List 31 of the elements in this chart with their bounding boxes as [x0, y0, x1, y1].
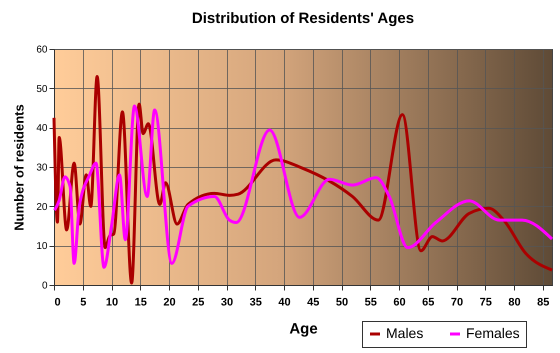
legend-label: Males — [386, 325, 424, 341]
y-tick-label: 30 — [36, 162, 48, 174]
y-tick-label: 20 — [36, 202, 48, 213]
y-tick-label: 10 — [36, 241, 48, 252]
x-tick-label: 0 — [54, 296, 61, 308]
y-axis-title: Number of residents — [11, 104, 26, 231]
y-tick-label: 50 — [36, 84, 48, 95]
x-tick-label: 35 — [250, 296, 262, 308]
x-tick-label: 45 — [307, 296, 320, 308]
x-axis-title: Age — [289, 320, 318, 338]
y-tick-label: 0 — [42, 280, 48, 292]
x-tick-label: 60 — [393, 296, 406, 308]
x-tick-label: 50 — [336, 296, 348, 308]
x-tick-label: 40 — [278, 296, 291, 308]
chart-title: Distribution of Residents' Ages — [192, 10, 414, 27]
x-tick-label: 20 — [163, 296, 176, 308]
x-tick-label: 80 — [508, 296, 521, 308]
x-tick-label: 85 — [537, 296, 550, 308]
x-tick-label: 15 — [134, 296, 147, 308]
x-tick-label: 55 — [364, 296, 377, 308]
x-tick-label: 75 — [480, 296, 492, 308]
x-tick-label: 5 — [80, 296, 86, 308]
y-tick-label: 60 — [36, 44, 48, 56]
legend-label: Females — [466, 325, 520, 341]
y-tick-label: 40 — [36, 123, 48, 134]
x-tick-label: 70 — [450, 296, 464, 308]
x-tick-label: 25 — [192, 296, 204, 308]
line-series — [53, 104, 554, 269]
x-tick-label: 10 — [106, 296, 118, 308]
x-tick-label: 65 — [422, 296, 434, 308]
x-tick-label: 30 — [220, 296, 234, 308]
